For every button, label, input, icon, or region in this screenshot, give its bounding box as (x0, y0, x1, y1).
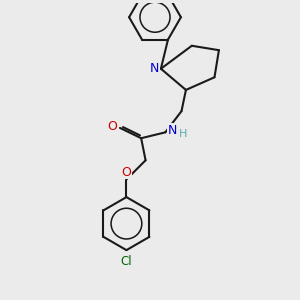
Text: O: O (122, 166, 131, 179)
Text: N: N (168, 124, 177, 137)
Text: N: N (150, 62, 159, 75)
Text: O: O (107, 120, 117, 133)
Text: H: H (179, 129, 188, 139)
Text: Cl: Cl (121, 255, 132, 268)
